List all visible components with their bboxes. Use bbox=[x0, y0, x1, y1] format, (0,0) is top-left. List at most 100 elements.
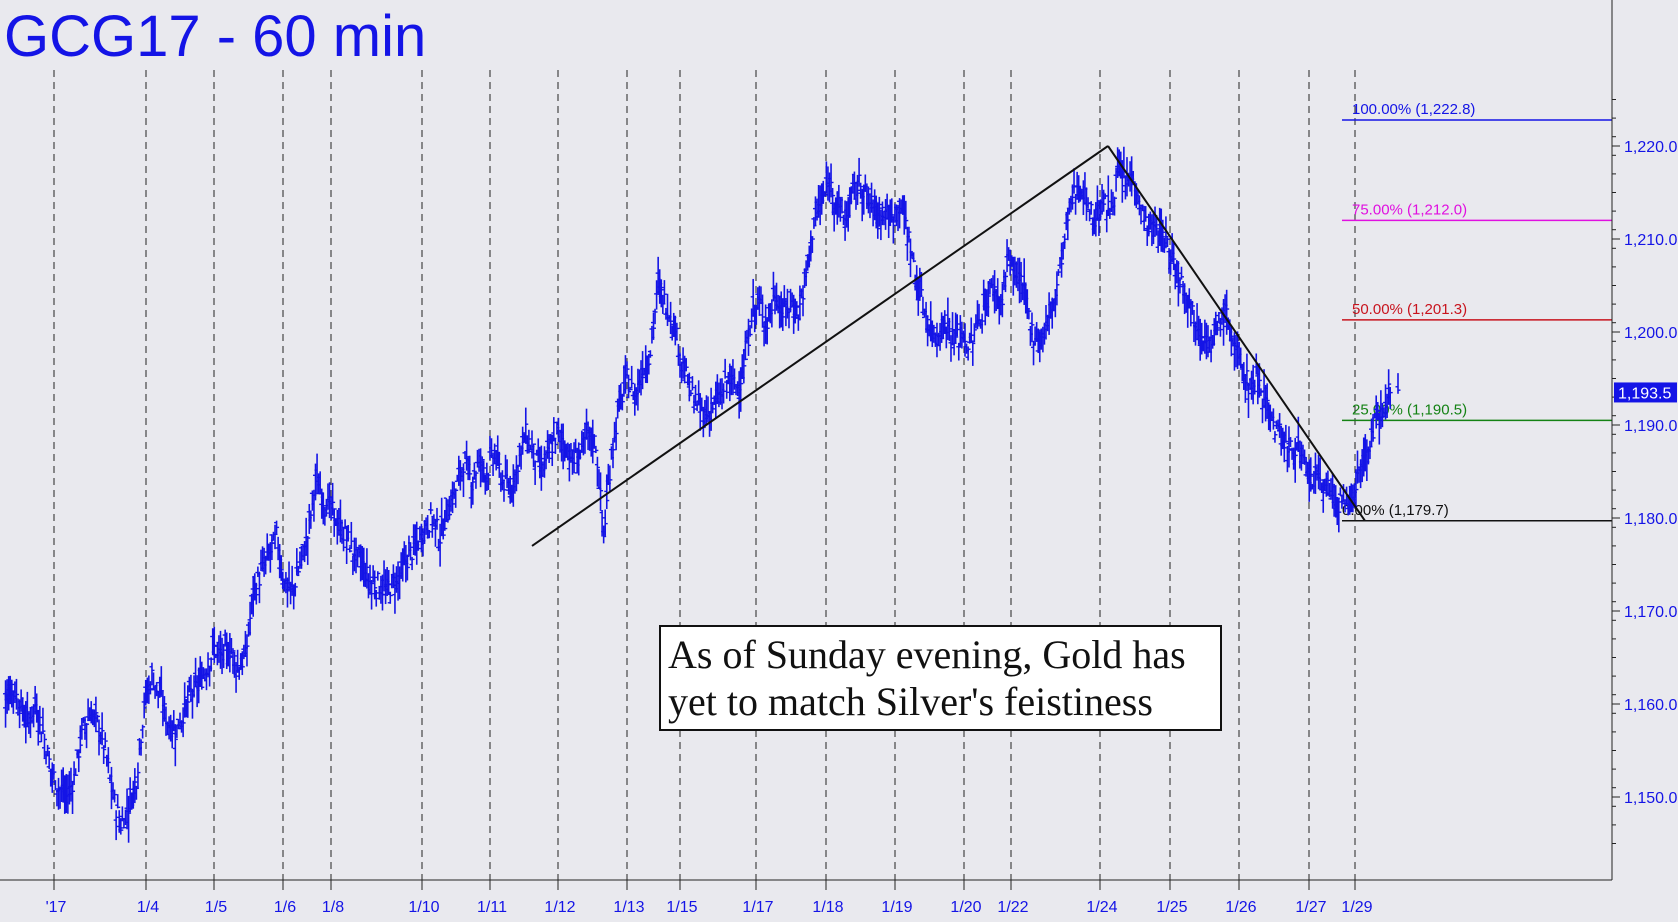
ohlc-bar bbox=[73, 768, 79, 776]
ohlc-bar bbox=[46, 750, 52, 770]
ohlc-bar bbox=[1112, 196, 1118, 216]
ohlc-bar bbox=[532, 460, 538, 485]
fib-level-label: 75.00% (1,212.0) bbox=[1352, 201, 1467, 218]
ohlc-bar bbox=[1168, 249, 1174, 275]
ohlc-bar bbox=[1395, 373, 1401, 394]
ohlc-bar bbox=[876, 196, 882, 227]
ohlc-bar bbox=[803, 260, 809, 287]
ohlc-bar bbox=[942, 310, 948, 334]
x-tick-label: '17 bbox=[46, 899, 67, 916]
y-tick-label: 1,190.0 bbox=[1624, 418, 1677, 435]
ohlc-bar bbox=[1320, 479, 1326, 513]
ohlc-bar bbox=[1336, 497, 1342, 533]
ohlc-bar bbox=[230, 648, 236, 674]
ohlc-bar bbox=[94, 714, 100, 723]
ohlc-bar bbox=[375, 571, 381, 581]
ohlc-bar bbox=[1055, 269, 1061, 276]
ohlc-bar bbox=[646, 353, 652, 375]
ohlc-bar bbox=[602, 509, 608, 536]
ohlc-bar bbox=[1272, 431, 1278, 443]
ohlc-bar bbox=[437, 523, 443, 567]
ohlc-bar bbox=[911, 252, 917, 263]
ohlc-bar bbox=[485, 472, 491, 491]
ohlc-bar bbox=[627, 386, 633, 391]
annotation-box: As of Sunday evening, Gold has yet to ma… bbox=[659, 625, 1222, 731]
ohlc-bar bbox=[515, 464, 521, 485]
ohlc-bar bbox=[1054, 273, 1060, 306]
trend-line bbox=[1107, 145, 1366, 522]
trend-lines bbox=[531, 145, 1366, 547]
ohlc-bar bbox=[320, 492, 326, 525]
ohlc-bar bbox=[1088, 201, 1094, 215]
price-bars bbox=[3, 146, 1401, 843]
ohlc-bar bbox=[428, 502, 434, 515]
ohlc-bar bbox=[1245, 382, 1251, 418]
ohlc-bar bbox=[440, 518, 446, 540]
ohlc-bar bbox=[17, 699, 23, 729]
ohlc-bar bbox=[686, 372, 692, 402]
ohlc-bar bbox=[446, 495, 452, 521]
ohlc-bar bbox=[40, 707, 46, 735]
ohlc-bar bbox=[453, 489, 459, 508]
ohlc-bar bbox=[140, 724, 146, 739]
ohlc-bar bbox=[373, 589, 379, 607]
ohlc-bar bbox=[879, 201, 885, 226]
ohlc-bar bbox=[460, 463, 466, 498]
ohlc-bar bbox=[792, 298, 798, 324]
ohlc-bar bbox=[828, 163, 834, 198]
x-tick-label: 1/10 bbox=[408, 899, 439, 916]
ohlc-bar bbox=[619, 393, 625, 411]
ohlc-bar bbox=[305, 535, 311, 565]
x-tick-label: 1/20 bbox=[950, 899, 981, 916]
ohlc-bar bbox=[668, 301, 674, 335]
ohlc-bar bbox=[489, 438, 495, 459]
ohlc-bar bbox=[84, 722, 90, 749]
ohlc-bar bbox=[950, 312, 956, 346]
date-axis: '17 1/4 1/5 1/6 1/8 1/10 1/11 1/12 1/13 1/15 1/17 1… bbox=[0, 879, 1612, 916]
ohlc-bar bbox=[999, 283, 1005, 318]
ohlc-bar bbox=[1264, 383, 1270, 419]
ohlc-bar bbox=[749, 308, 755, 329]
ohlc-bar bbox=[105, 747, 111, 774]
ohlc-bar bbox=[253, 582, 259, 605]
ohlc-bar bbox=[93, 696, 99, 733]
ohlc-bar bbox=[954, 314, 960, 337]
ohlc-bar bbox=[239, 651, 245, 676]
ohlc-bar bbox=[1164, 237, 1170, 248]
ohlc-bar bbox=[839, 196, 845, 214]
ohlc-bar bbox=[347, 547, 353, 553]
x-tick-label: 1/24 bbox=[1086, 899, 1117, 916]
ohlc-bar bbox=[41, 733, 47, 758]
ohlc-bar bbox=[434, 507, 440, 530]
ohlc-bar bbox=[800, 285, 806, 317]
ohlc-bar bbox=[1199, 322, 1205, 355]
ohlc-bar bbox=[1069, 184, 1075, 210]
ohlc-bar bbox=[769, 299, 775, 328]
ohlc-bar bbox=[70, 781, 76, 814]
ohlc-bar bbox=[113, 810, 119, 841]
ohlc-bar bbox=[1281, 431, 1287, 463]
ohlc-bar bbox=[1214, 320, 1220, 336]
ohlc-bar bbox=[1083, 187, 1089, 221]
ohlc-bar bbox=[661, 280, 667, 304]
x-tick-label: 1/15 bbox=[666, 899, 697, 916]
ohlc-bar bbox=[607, 465, 613, 491]
ohlc-bar bbox=[660, 294, 666, 314]
x-tick-label: 1/22 bbox=[997, 899, 1028, 916]
ohlc-bar bbox=[652, 308, 658, 325]
ohlc-bar bbox=[1062, 233, 1068, 250]
ohlc-bar bbox=[742, 330, 748, 361]
ohlc-bar bbox=[746, 318, 752, 356]
x-tick-label: 1/5 bbox=[205, 899, 227, 916]
x-tick-label: 1/17 bbox=[742, 899, 773, 916]
x-tick-label: 1/12 bbox=[544, 899, 575, 916]
ohlc-bar bbox=[348, 521, 354, 550]
ohlc-bar bbox=[962, 323, 968, 357]
ohlc-bar bbox=[450, 481, 456, 514]
ohlc-bar bbox=[431, 514, 437, 527]
ohlc-bar bbox=[470, 476, 476, 505]
ohlc-bar bbox=[499, 470, 505, 491]
ohlc-bar bbox=[323, 498, 329, 517]
